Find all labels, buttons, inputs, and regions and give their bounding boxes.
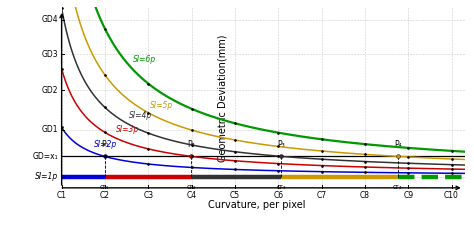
Text: P₃: P₃ [277, 140, 285, 149]
Text: cr₂: cr₂ [186, 184, 196, 190]
Text: Curvature, per pixel: Curvature, per pixel [208, 201, 305, 210]
Text: C3: C3 [143, 191, 153, 200]
Text: P₄: P₄ [394, 140, 401, 149]
Text: SI=5p: SI=5p [150, 100, 173, 109]
Text: Geometric Deviation(mm): Geometric Deviation(mm) [218, 34, 228, 162]
Text: GD3: GD3 [42, 50, 59, 59]
Text: GD=x₁: GD=x₁ [33, 152, 59, 161]
Text: GD2: GD2 [42, 86, 59, 95]
Text: P₂: P₂ [187, 140, 195, 149]
Text: SI=4p: SI=4p [129, 111, 152, 120]
Text: SI=3p: SI=3p [116, 125, 139, 134]
Text: C4: C4 [187, 191, 197, 200]
Text: C6: C6 [273, 191, 283, 200]
Text: C2: C2 [100, 191, 110, 200]
Text: GD1: GD1 [42, 125, 59, 134]
Text: GD4: GD4 [42, 15, 59, 24]
Text: SI=6p: SI=6p [133, 55, 156, 64]
Text: C8: C8 [360, 191, 370, 200]
Text: C7: C7 [317, 191, 327, 200]
Text: C10: C10 [444, 191, 459, 200]
Text: P₁: P₁ [101, 140, 109, 149]
Text: cr₃: cr₃ [276, 184, 286, 190]
Text: cr₄: cr₄ [393, 184, 402, 190]
Text: SI=1p: SI=1p [36, 172, 59, 181]
Text: C1: C1 [56, 191, 67, 200]
Text: cr₁: cr₁ [100, 184, 109, 190]
Text: SI=2p: SI=2p [94, 140, 118, 149]
Text: C5: C5 [230, 191, 240, 200]
Text: C9: C9 [403, 191, 413, 200]
